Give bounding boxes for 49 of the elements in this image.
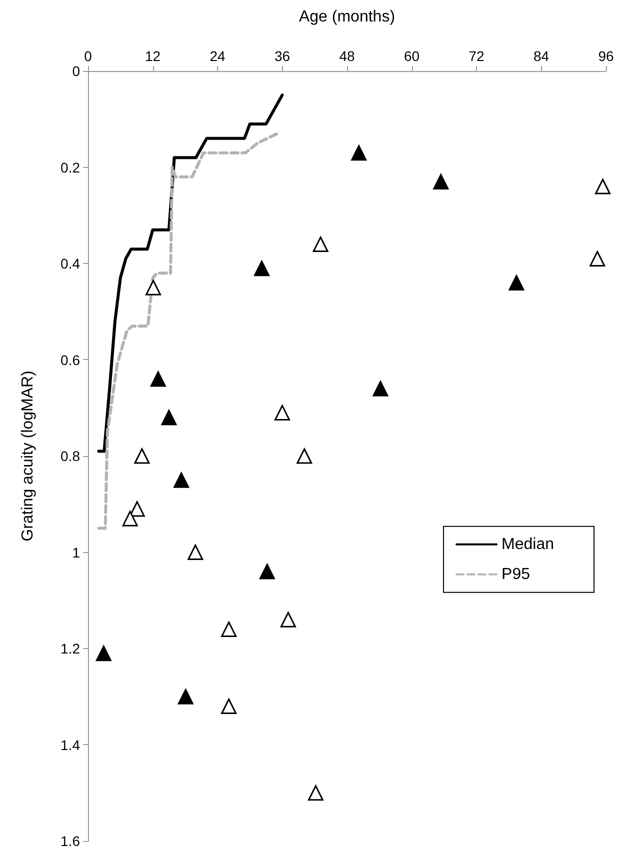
- x-tick-label: 48: [339, 48, 355, 64]
- y-tick-label: 1.2: [60, 640, 80, 656]
- x-tick-label: 0: [84, 48, 92, 64]
- y-tick-label: 1: [72, 544, 80, 560]
- point: [254, 260, 270, 276]
- point: [146, 280, 162, 296]
- point: [312, 236, 328, 252]
- y-tick-label: 0.6: [60, 352, 80, 368]
- point: [372, 380, 388, 396]
- y-tick-label: 0.4: [60, 256, 80, 272]
- x-tick-label: 12: [144, 48, 161, 64]
- x-tick-label: 36: [274, 48, 290, 64]
- y-tick-label: 0.2: [60, 159, 80, 176]
- y-tick-label: 1.4: [60, 736, 80, 753]
- point: [122, 510, 138, 526]
- y-tick-label: 0.8: [60, 448, 80, 464]
- point: [308, 785, 324, 801]
- line-series: [97, 94, 284, 453]
- point: [595, 178, 611, 194]
- y-tick-label: 1.6: [60, 833, 80, 849]
- point: [508, 275, 524, 290]
- point: [178, 688, 194, 704]
- point: [280, 612, 296, 628]
- point: [259, 564, 275, 580]
- point: [161, 410, 177, 426]
- x-tick-label: 96: [598, 48, 614, 64]
- point: [590, 250, 606, 266]
- x-tick-label: 72: [468, 48, 484, 64]
- x-tick-label: 60: [404, 48, 420, 64]
- point: [221, 622, 237, 637]
- point: [129, 501, 145, 517]
- point: [150, 371, 166, 387]
- x-axis-title: Age (months): [298, 8, 396, 26]
- point: [274, 404, 290, 420]
- point: [296, 448, 312, 464]
- legend-label: P95: [502, 566, 530, 583]
- line-series: [97, 132, 279, 530]
- point: [96, 646, 112, 662]
- y-axis-title: Grating acuity (logMAR): [20, 370, 36, 542]
- legend-label: Median: [502, 536, 554, 553]
- x-tick-label: 84: [533, 48, 550, 64]
- point: [134, 448, 150, 464]
- y-tick-label: 0: [72, 63, 80, 79]
- point: [174, 472, 190, 488]
- point: [351, 145, 367, 161]
- point: [188, 544, 204, 560]
- point: [221, 698, 237, 714]
- x-tick-label: 24: [210, 48, 226, 64]
- point: [433, 174, 449, 190]
